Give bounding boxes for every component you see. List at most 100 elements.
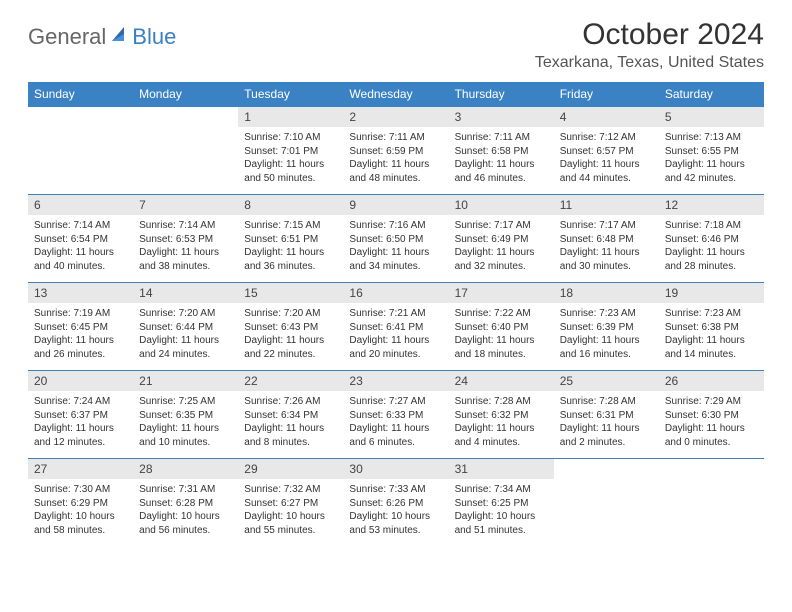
day-line: Sunrise: 7:16 AM xyxy=(349,219,442,233)
calendar-cell: 18Sunrise: 7:23 AMSunset: 6:39 PMDayligh… xyxy=(554,283,659,371)
day-body: Sunrise: 7:29 AMSunset: 6:30 PMDaylight:… xyxy=(659,391,764,453)
day-line: and 58 minutes. xyxy=(34,524,127,538)
calendar-cell: 26Sunrise: 7:29 AMSunset: 6:30 PMDayligh… xyxy=(659,371,764,459)
day-line: Sunset: 6:26 PM xyxy=(349,497,442,511)
logo: General Blue xyxy=(28,18,176,50)
day-line: Daylight: 11 hours xyxy=(349,246,442,260)
day-line: Sunrise: 7:19 AM xyxy=(34,307,127,321)
calendar-cell xyxy=(28,107,133,195)
calendar-cell: 14Sunrise: 7:20 AMSunset: 6:44 PMDayligh… xyxy=(133,283,238,371)
day-line: Sunset: 6:57 PM xyxy=(560,145,653,159)
calendar-cell: 11Sunrise: 7:17 AMSunset: 6:48 PMDayligh… xyxy=(554,195,659,283)
day-line: Sunset: 6:49 PM xyxy=(455,233,548,247)
day-header: Friday xyxy=(554,82,659,107)
calendar-table: SundayMondayTuesdayWednesdayThursdayFrid… xyxy=(28,82,764,547)
day-line: Sunset: 6:29 PM xyxy=(34,497,127,511)
day-line: and 48 minutes. xyxy=(349,172,442,186)
calendar-cell: 12Sunrise: 7:18 AMSunset: 6:46 PMDayligh… xyxy=(659,195,764,283)
day-line: Sunset: 6:58 PM xyxy=(455,145,548,159)
day-line: and 10 minutes. xyxy=(139,436,232,450)
calendar-cell: 7Sunrise: 7:14 AMSunset: 6:53 PMDaylight… xyxy=(133,195,238,283)
day-line: and 22 minutes. xyxy=(244,348,337,362)
calendar-cell: 1Sunrise: 7:10 AMSunset: 7:01 PMDaylight… xyxy=(238,107,343,195)
day-line: and 16 minutes. xyxy=(560,348,653,362)
day-header: Sunday xyxy=(28,82,133,107)
day-line: Sunset: 6:46 PM xyxy=(665,233,758,247)
day-line: Sunset: 6:37 PM xyxy=(34,409,127,423)
day-line: Sunrise: 7:32 AM xyxy=(244,483,337,497)
day-line: Daylight: 10 hours xyxy=(349,510,442,524)
day-body: Sunrise: 7:15 AMSunset: 6:51 PMDaylight:… xyxy=(238,215,343,277)
day-number: 6 xyxy=(28,195,133,215)
calendar-cell: 30Sunrise: 7:33 AMSunset: 6:26 PMDayligh… xyxy=(343,459,448,547)
day-line: Daylight: 10 hours xyxy=(455,510,548,524)
day-line: Sunset: 6:44 PM xyxy=(139,321,232,335)
calendar-cell: 25Sunrise: 7:28 AMSunset: 6:31 PMDayligh… xyxy=(554,371,659,459)
logo-text-general: General xyxy=(28,24,106,50)
day-line: Daylight: 11 hours xyxy=(665,158,758,172)
day-line: and 18 minutes. xyxy=(455,348,548,362)
day-number: 7 xyxy=(133,195,238,215)
calendar-cell: 10 Sunrise: 7:17 AMSunset: 6:49 PMDayligh… xyxy=(449,195,554,283)
day-line: Sunrise: 7:31 AM xyxy=(139,483,232,497)
day-body: Sunrise: 7:19 AMSunset: 6:45 PMDaylight:… xyxy=(28,303,133,365)
day-number: 23 xyxy=(343,371,448,391)
day-line: Daylight: 11 hours xyxy=(349,158,442,172)
day-header: Thursday xyxy=(449,82,554,107)
calendar-row: 20Sunrise: 7:24 AMSunset: 6:37 PMDayligh… xyxy=(28,371,764,459)
calendar-row: 6Sunrise: 7:14 AMSunset: 6:54 PMDaylight… xyxy=(28,195,764,283)
day-line: Sunrise: 7:29 AM xyxy=(665,395,758,409)
day-line: Sunset: 6:25 PM xyxy=(455,497,548,511)
calendar-cell: 17Sunrise: 7:22 AMSunset: 6:40 PMDayligh… xyxy=(449,283,554,371)
day-line: and 24 minutes. xyxy=(139,348,232,362)
day-line: Sunset: 6:45 PM xyxy=(34,321,127,335)
calendar-cell: 19Sunrise: 7:23 AMSunset: 6:38 PMDayligh… xyxy=(659,283,764,371)
calendar-cell xyxy=(133,107,238,195)
day-line: Sunrise: 7:17 AM xyxy=(455,219,548,233)
day-line: Daylight: 11 hours xyxy=(139,334,232,348)
day-line: Sunrise: 7:24 AM xyxy=(34,395,127,409)
day-body: Sunrise: 7:32 AMSunset: 6:27 PMDaylight:… xyxy=(238,479,343,541)
day-number: 15 xyxy=(238,283,343,303)
day-number: 19 xyxy=(659,283,764,303)
calendar-cell: 29Sunrise: 7:32 AMSunset: 6:27 PMDayligh… xyxy=(238,459,343,547)
day-number: 4 xyxy=(554,107,659,127)
day-body: Sunrise: 7:16 AMSunset: 6:50 PMDaylight:… xyxy=(343,215,448,277)
day-line: Daylight: 11 hours xyxy=(244,334,337,348)
day-line: and 6 minutes. xyxy=(349,436,442,450)
day-line: Sunrise: 7:11 AM xyxy=(455,131,548,145)
day-line: Sunrise: 7:11 AM xyxy=(349,131,442,145)
day-body: Sunrise: 7:11 AMSunset: 6:58 PMDaylight:… xyxy=(449,127,554,189)
calendar-cell: 16Sunrise: 7:21 AMSunset: 6:41 PMDayligh… xyxy=(343,283,448,371)
day-line: and 44 minutes. xyxy=(560,172,653,186)
day-line: Sunset: 6:30 PM xyxy=(665,409,758,423)
day-number: 22 xyxy=(238,371,343,391)
day-line: Sunrise: 7:20 AM xyxy=(244,307,337,321)
day-line: Sunrise: 7:13 AM xyxy=(665,131,758,145)
day-line: and 40 minutes. xyxy=(34,260,127,274)
day-line: Daylight: 11 hours xyxy=(349,334,442,348)
calendar-cell: 31Sunrise: 7:34 AMSunset: 6:25 PMDayligh… xyxy=(449,459,554,547)
calendar-cell: 5Sunrise: 7:13 AMSunset: 6:55 PMDaylight… xyxy=(659,107,764,195)
day-line: Sunset: 7:01 PM xyxy=(244,145,337,159)
day-line: Sunset: 6:40 PM xyxy=(455,321,548,335)
day-line: Sunset: 6:41 PM xyxy=(349,321,442,335)
day-body: Sunrise: 7:34 AMSunset: 6:25 PMDaylight:… xyxy=(449,479,554,541)
day-body: Sunrise: 7:27 AMSunset: 6:33 PMDaylight:… xyxy=(343,391,448,453)
day-line: Sunrise: 7:15 AM xyxy=(244,219,337,233)
day-line: and 51 minutes. xyxy=(455,524,548,538)
day-line: Sunset: 6:27 PM xyxy=(244,497,337,511)
day-line: and 56 minutes. xyxy=(139,524,232,538)
day-line: and 53 minutes. xyxy=(349,524,442,538)
calendar-cell: 13Sunrise: 7:19 AMSunset: 6:45 PMDayligh… xyxy=(28,283,133,371)
day-line: Daylight: 11 hours xyxy=(244,158,337,172)
title-block: October 2024 Texarkana, Texas, United St… xyxy=(535,18,764,72)
day-body: Sunrise: 7:12 AMSunset: 6:57 PMDaylight:… xyxy=(554,127,659,189)
day-number: 10 xyxy=(449,195,554,215)
calendar-cell: 28Sunrise: 7:31 AMSunset: 6:28 PMDayligh… xyxy=(133,459,238,547)
calendar-cell: 27Sunrise: 7:30 AMSunset: 6:29 PMDayligh… xyxy=(28,459,133,547)
day-line: Sunrise: 7:22 AM xyxy=(455,307,548,321)
month-title: October 2024 xyxy=(535,18,764,52)
day-line: Daylight: 11 hours xyxy=(455,246,548,260)
day-line: and 4 minutes. xyxy=(455,436,548,450)
